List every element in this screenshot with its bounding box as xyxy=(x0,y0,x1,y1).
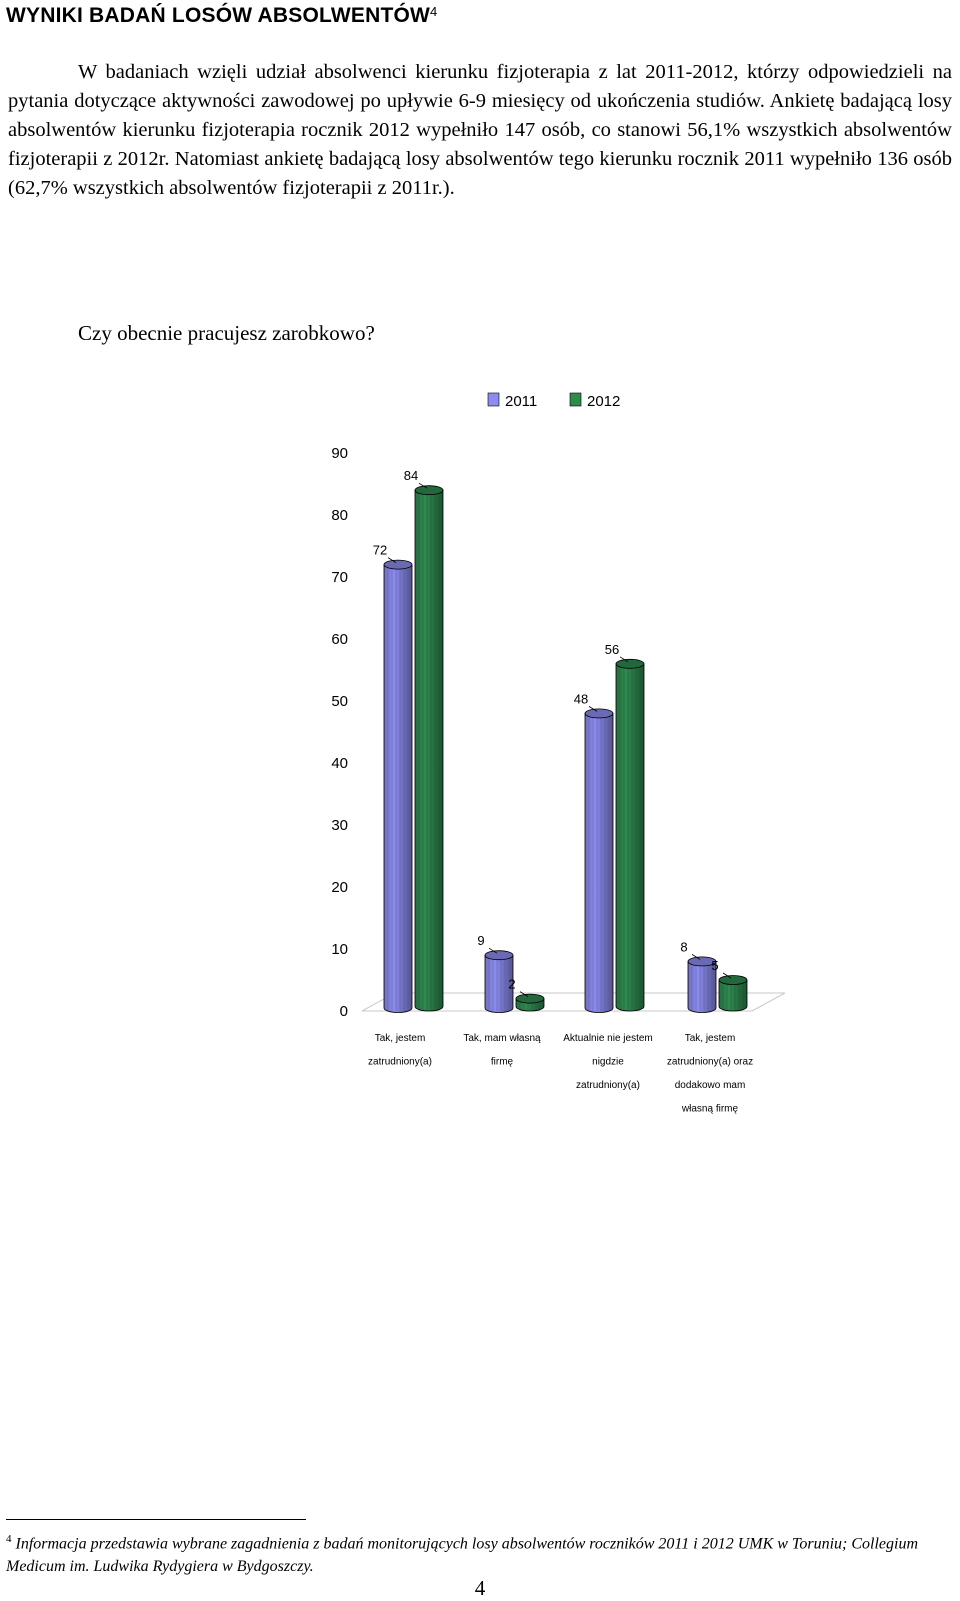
category-label-4: Tak, jestem zatrudniony(a) oraz dodakowo m… xyxy=(667,1033,753,1115)
bar-2011-3: 48 xyxy=(574,691,614,1013)
legend-item-2012: 2012 xyxy=(569,392,620,410)
bar-top xyxy=(584,708,614,719)
category-label-line: zatrudniony(a) oraz xyxy=(667,1057,753,1068)
data-label-leader xyxy=(519,991,529,997)
data-label: 2 xyxy=(508,977,515,992)
category-label-line: zatrudniony(a) xyxy=(368,1057,432,1068)
category-label-line: dodakowo mam xyxy=(675,1080,746,1091)
category-label-2: Tak, mam własną firmę xyxy=(463,1033,541,1068)
bar-2011-4: 8 xyxy=(680,939,717,1013)
data-label: 8 xyxy=(680,939,687,954)
category-label-line: Tak, jestem xyxy=(685,1033,736,1044)
y-axis: 0 10 20 30 40 50 60 70 80 90 xyxy=(331,445,348,1020)
bar-body xyxy=(414,489,444,1012)
bar-top xyxy=(687,956,717,967)
bar-2011-2: 9 xyxy=(477,933,514,1013)
data-label-leader xyxy=(691,954,701,960)
data-label-leader xyxy=(418,482,428,489)
category-label-3: Aktualnie nie jestem nigdzie zatrudniony(a… xyxy=(563,1033,653,1091)
bar-body xyxy=(484,954,514,1013)
legend-swatch xyxy=(487,392,500,407)
bar-body xyxy=(718,979,748,1012)
y-tick-label: 50 xyxy=(331,693,348,710)
legend-swatch xyxy=(569,392,582,407)
y-tick-label: 30 xyxy=(331,817,348,834)
category-label-line: firmę xyxy=(491,1057,514,1068)
y-tick-label: 20 xyxy=(331,879,348,896)
category-label-line: własną firmę xyxy=(681,1104,739,1115)
data-label: 72 xyxy=(373,543,387,558)
category-label-line: nigdzie xyxy=(592,1057,624,1068)
intro-paragraph: W badaniach wzięli udział absolwenci kie… xyxy=(8,61,952,199)
chart-bars: 72 84 9 2 48 56 8 5 xyxy=(373,468,748,1013)
bar-body xyxy=(584,713,614,1013)
y-tick-label: 40 xyxy=(331,755,348,772)
page-heading: WYNIKI BADAŃ LOSÓW ABSOLWENTÓW4 xyxy=(6,4,437,28)
data-label-leader xyxy=(722,972,732,979)
bar-body xyxy=(615,663,645,1012)
data-label: 48 xyxy=(574,691,588,706)
bar-top xyxy=(414,485,444,496)
heading-footnote-ref: 4 xyxy=(430,4,438,19)
x-axis-labels: Tak, jestem zatrudniony(a) Tak, mam własną… xyxy=(368,1033,753,1115)
footnote: 4 Informacja przedstawia wybrane zagadni… xyxy=(6,1528,956,1578)
data-label: 9 xyxy=(477,933,484,948)
bar-2012-3: 56 xyxy=(605,642,645,1012)
y-tick-label: 60 xyxy=(331,631,348,648)
bar-2012-2: 2 xyxy=(508,977,545,1012)
y-tick-label: 80 xyxy=(331,507,348,524)
category-label-line: Tak, jestem xyxy=(375,1033,426,1044)
category-label-line: zatrudniony(a) xyxy=(576,1080,640,1091)
data-label: 84 xyxy=(404,468,418,483)
bar-body xyxy=(687,961,717,1013)
page-number: 4 xyxy=(474,1576,486,1600)
legend-label: 2011 xyxy=(505,393,537,410)
data-label-leader xyxy=(488,947,498,954)
footnote-marker: 4 xyxy=(6,1533,12,1545)
data-label-leader xyxy=(619,656,629,663)
bar-2012-1: 84 xyxy=(404,468,444,1012)
bar-top xyxy=(515,993,545,1004)
footnote-text: Informacja przedstawia wybrane zagadnien… xyxy=(6,1535,919,1576)
bar-top xyxy=(484,950,514,961)
data-label-leader xyxy=(387,557,397,563)
chart-legend: 2011 2012 xyxy=(487,392,620,410)
heading-text: WYNIKI BADAŃ LOSÓW ABSOLWENTÓW xyxy=(6,4,431,27)
bar-top xyxy=(615,658,645,669)
legend-item-2011: 2011 xyxy=(487,392,537,410)
y-tick-label: 10 xyxy=(331,941,348,958)
employment-bar-chart: 2011 2012 0 10 20 30 40 50 60 70 80 90 72 84 9 2 48 56 8… xyxy=(331,392,786,1115)
data-label: 56 xyxy=(605,642,619,657)
y-tick-label: 0 xyxy=(340,1003,348,1020)
y-tick-label: 90 xyxy=(331,445,348,462)
bar-2012-4: 5 xyxy=(711,958,748,1012)
bar-top xyxy=(383,559,413,570)
category-label-1: Tak, jestem zatrudniony(a) xyxy=(368,1033,432,1068)
bar-2011-1: 72 xyxy=(373,543,413,1013)
footnote-rule xyxy=(6,1519,306,1520)
data-label-leader xyxy=(588,706,598,712)
survey-question: Czy obecnie pracujesz zarobkowo? xyxy=(78,321,375,345)
bar-body xyxy=(383,564,413,1013)
legend-label: 2012 xyxy=(587,393,620,410)
bar-top xyxy=(718,975,748,985)
y-tick-label: 70 xyxy=(331,569,348,586)
category-label-line: Tak, mam własną xyxy=(463,1033,541,1044)
category-label-line: Aktualnie nie jestem xyxy=(563,1033,653,1044)
data-label: 5 xyxy=(711,958,718,973)
